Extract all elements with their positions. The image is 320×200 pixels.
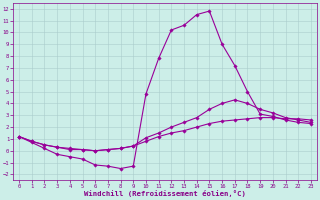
X-axis label: Windchill (Refroidissement éolien,°C): Windchill (Refroidissement éolien,°C) <box>84 190 246 197</box>
